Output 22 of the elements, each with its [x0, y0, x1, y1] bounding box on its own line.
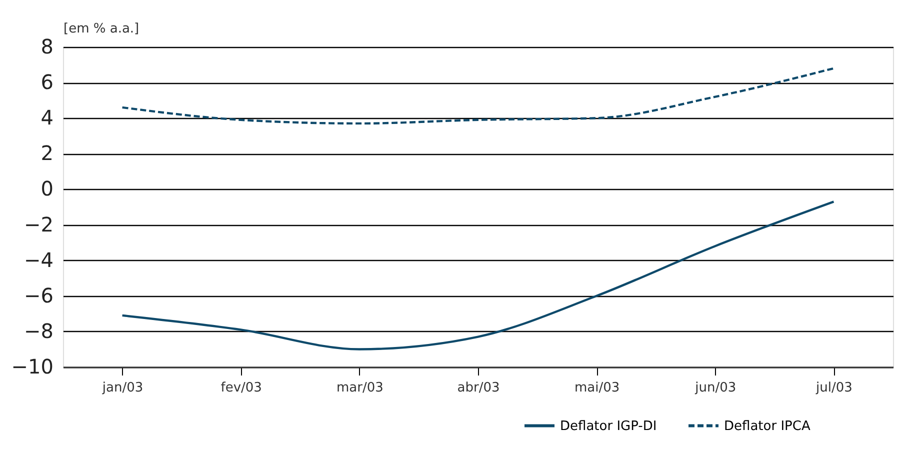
- x-tick-label: jul/03: [815, 380, 852, 396]
- x-tick-label: abr/03: [457, 380, 500, 396]
- line-series: [121, 67, 835, 125]
- y-tick-label: −2: [24, 212, 54, 236]
- y-tick-label: −4: [24, 248, 54, 272]
- y-tick-label: 0: [40, 176, 54, 201]
- x-tick-label: fev/03: [220, 380, 262, 396]
- x-tick-label: jun/03: [694, 380, 736, 396]
- legend-label: Deflator IGP-DI: [560, 418, 657, 434]
- legend-label: Deflator IPCA: [724, 418, 810, 434]
- y-tick-label: 6: [40, 70, 54, 94]
- y-tick-label: 2: [40, 141, 54, 166]
- line-series: [121, 200, 835, 350]
- x-tick-label: jan/03: [101, 380, 144, 396]
- y-tick-label: 8: [40, 34, 54, 58]
- x-tick-label: mar/03: [336, 380, 384, 396]
- y-tick-label: −6: [24, 283, 54, 308]
- y-tick-label: 4: [40, 106, 54, 130]
- y-tick-label: −8: [24, 318, 54, 343]
- y-axis-title: [em % a.a.]: [64, 22, 140, 36]
- x-tick-label: mai/03: [574, 380, 620, 396]
- y-tick-label: −10: [11, 354, 54, 378]
